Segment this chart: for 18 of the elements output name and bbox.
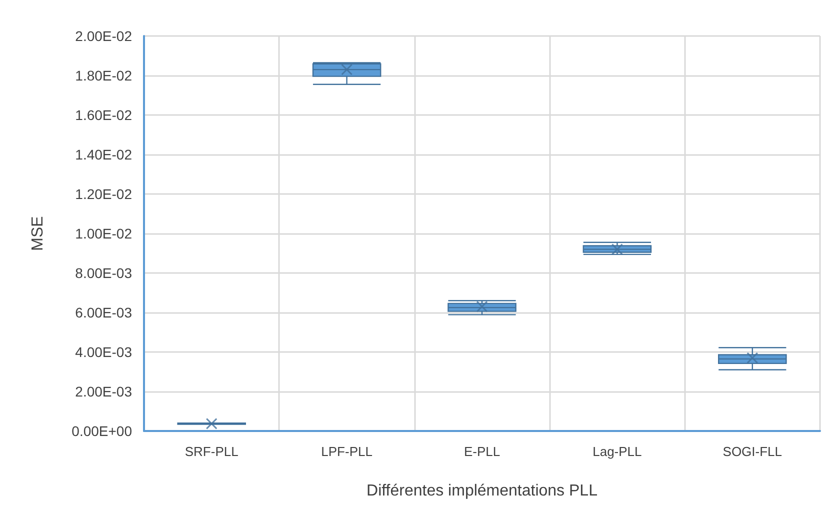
x-axis-title: Différentes implémentations PLL [366, 482, 598, 500]
y-axis-title: MSE [30, 216, 46, 251]
y-tick-label: 1.80E-02 [75, 68, 132, 84]
y-tick-label: 1.00E-02 [75, 226, 132, 242]
y-tick-label: 6.00E-03 [75, 304, 132, 320]
x-tick-label: LPF-PLL [321, 444, 372, 459]
x-tick-label: SRF-PLL [184, 444, 238, 459]
y-tick-label: 2.00E-02 [75, 28, 132, 44]
x-tick-label: SOGI-FLL [722, 444, 782, 459]
y-tick-label: 1.40E-02 [75, 146, 132, 162]
y-tick-label: 0.00E+00 [72, 423, 132, 439]
y-tick-label: 1.20E-02 [75, 186, 132, 202]
y-tick-label: 8.00E-03 [75, 265, 132, 281]
y-tick-label: 2.00E-03 [75, 384, 132, 400]
x-tick-label: E-PLL [464, 444, 500, 459]
y-tick-label: 4.00E-03 [75, 344, 132, 360]
y-tick-label: 1.60E-02 [75, 107, 132, 123]
x-tick-label: Lag-PLL [592, 444, 642, 459]
